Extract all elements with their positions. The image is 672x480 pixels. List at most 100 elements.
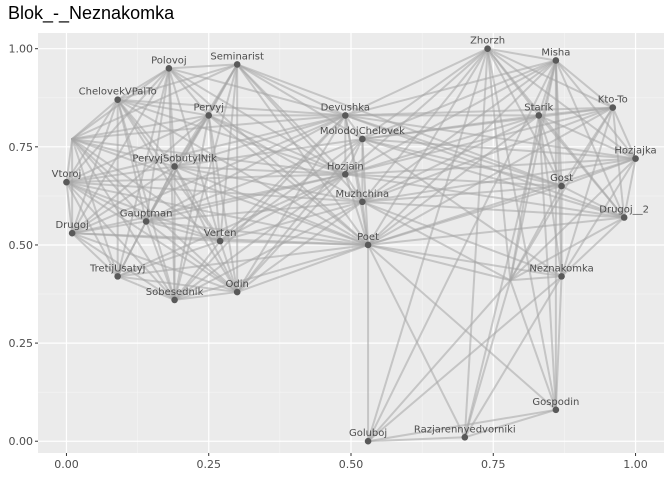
edge [344, 106, 614, 176]
edge [509, 279, 557, 411]
node-label: Hozjain [327, 161, 364, 172]
edge [509, 216, 626, 282]
edge [236, 243, 370, 294]
node-label: Devushka [321, 102, 370, 113]
edge [71, 63, 239, 140]
edge [65, 114, 210, 184]
node-label: Pervyj [193, 102, 224, 113]
edge [361, 137, 626, 219]
node-point [364, 437, 372, 445]
node-label: Vtoroj [52, 169, 82, 180]
node-label: Gauptman [120, 208, 173, 219]
edge [236, 200, 364, 294]
node-point [558, 182, 565, 190]
node-point [609, 104, 617, 111]
node-label: Starik [524, 102, 553, 113]
edge [65, 114, 347, 184]
edge [173, 137, 364, 168]
x-tick-label: 0.75 [481, 458, 506, 471]
edges [65, 47, 637, 443]
node-label: Zhorzh [470, 36, 505, 47]
y-tick-label: 0.75 [9, 141, 34, 154]
edge [367, 408, 557, 443]
edge [361, 200, 512, 282]
edge [367, 279, 512, 443]
edge [173, 63, 239, 301]
edge [173, 240, 222, 301]
edge [560, 157, 637, 188]
node-label: Seminarist [210, 51, 264, 62]
node-label: Kto-To [598, 95, 628, 106]
edge [344, 114, 540, 176]
edge [344, 59, 557, 117]
node-label: Drugoj [55, 220, 88, 231]
node-label: Razjarennyedvorniki [414, 424, 516, 435]
node-point [63, 178, 70, 186]
node-point [342, 171, 349, 178]
edge [71, 114, 210, 140]
node-point [558, 273, 565, 280]
node-point [461, 433, 469, 441]
edge [145, 220, 239, 294]
node-point [552, 57, 560, 64]
edge [71, 232, 176, 301]
edge [116, 63, 239, 101]
node-point [171, 163, 178, 170]
edge [71, 114, 347, 140]
edge [116, 98, 347, 176]
edge [361, 137, 370, 246]
node-label: Goluboj [349, 428, 387, 439]
edge [344, 157, 637, 176]
edge [173, 165, 364, 203]
edge [71, 137, 119, 278]
node-point [620, 214, 628, 221]
edge [65, 181, 222, 243]
edge [167, 63, 239, 70]
edge [145, 220, 370, 246]
edge [219, 200, 364, 243]
edge [361, 47, 489, 140]
edge [173, 114, 347, 168]
edge [554, 59, 614, 109]
edge [207, 114, 364, 203]
edge [173, 165, 239, 294]
node-point [171, 296, 178, 304]
axes: 0.00 0.25 0.50 0.75 1.00 0.00 0.25 0.50 0.75 1.00 [9, 43, 648, 471]
edge [344, 47, 489, 176]
edge [367, 243, 512, 282]
edge [65, 181, 176, 301]
edge [236, 114, 347, 294]
edge [71, 98, 119, 140]
x-tick-label: 0.50 [339, 458, 364, 471]
edge [71, 137, 239, 294]
node-point [205, 112, 213, 119]
x-tick-label: 0.00 [54, 458, 79, 471]
node-point [535, 112, 543, 119]
edge [367, 243, 557, 411]
edge [361, 157, 637, 203]
edge [71, 137, 176, 301]
edge [116, 275, 176, 301]
edge [367, 185, 563, 246]
edge [71, 67, 170, 140]
node-point [114, 273, 121, 280]
edge [173, 114, 347, 301]
node-point [484, 45, 491, 53]
node-point [364, 241, 372, 249]
edge [463, 275, 563, 439]
edge [367, 47, 489, 443]
node-label: Hozjajka [614, 146, 656, 157]
edge [219, 63, 239, 243]
edge [463, 279, 512, 439]
edge [167, 67, 210, 117]
edge [116, 98, 210, 117]
edge [509, 106, 614, 282]
edge [509, 114, 540, 282]
edge [560, 216, 626, 278]
edge [173, 165, 347, 176]
edge [116, 240, 222, 278]
edge [344, 173, 370, 246]
node-point [233, 288, 241, 296]
node-label: Neznakomka [529, 263, 593, 274]
